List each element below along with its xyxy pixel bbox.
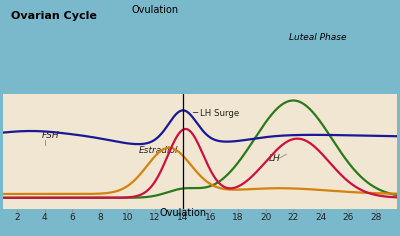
Text: Ovulation: Ovulation <box>159 208 206 218</box>
Text: Ovulation: Ovulation <box>131 5 178 15</box>
Text: Luteal Phase: Luteal Phase <box>289 33 347 42</box>
Text: Estradiol: Estradiol <box>138 147 178 156</box>
Text: LH: LH <box>268 154 280 163</box>
Text: ─ LH Surge: ─ LH Surge <box>192 109 240 118</box>
Text: Ovarian Cycle: Ovarian Cycle <box>11 11 97 21</box>
Text: FSH: FSH <box>42 131 60 140</box>
